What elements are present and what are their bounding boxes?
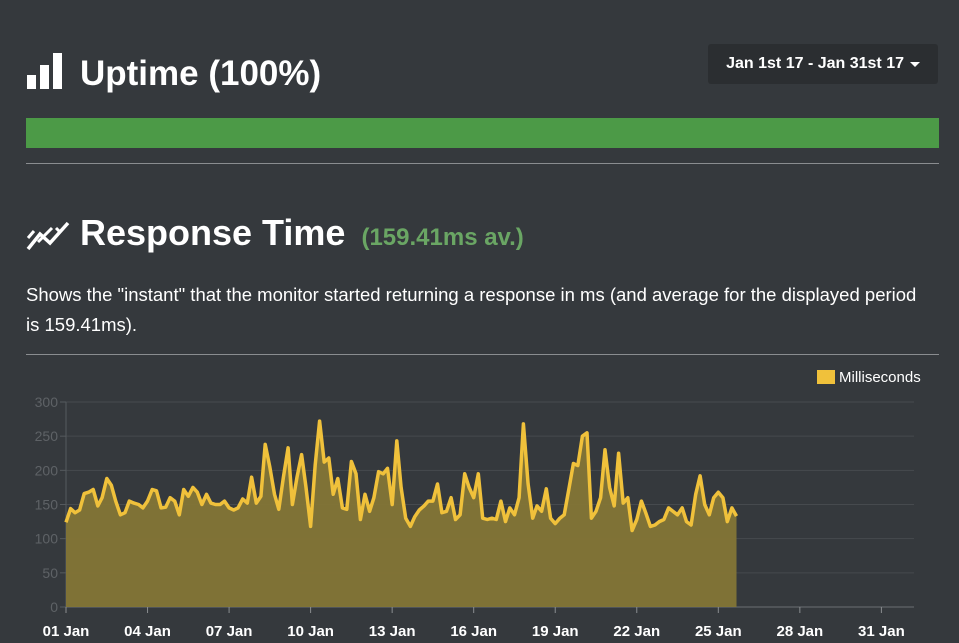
- y-tick-label: 100: [35, 531, 59, 547]
- x-tick-label: 13 Jan: [369, 623, 416, 640]
- x-tick-label: 22 Jan: [613, 623, 660, 640]
- section-divider: [26, 163, 939, 164]
- y-axis: 0 50 100 150 200 250 300: [35, 394, 67, 615]
- date-range-dropdown[interactable]: Jan 1st 17 - Jan 31st 17: [708, 44, 938, 84]
- chart-divider: [26, 354, 939, 355]
- x-tick-label: 28 Jan: [776, 623, 823, 640]
- series-area: [66, 421, 737, 607]
- response-time-chart: 0 50 100 150 200 250 300 01 Jan 04 Jan 07 Jan 10 …: [35, 369, 921, 640]
- x-tick-label: 31 Jan: [858, 623, 905, 640]
- uptime-title: Uptime (100%): [80, 54, 322, 93]
- x-tick-label: 01 Jan: [43, 623, 90, 640]
- y-tick-label: 150: [35, 497, 59, 513]
- x-tick-label: 04 Jan: [124, 623, 171, 640]
- series-line: [64, 419, 739, 533]
- response-time-description: Shows the "instant" that the monitor sta…: [26, 284, 917, 335]
- trend-line-icon: [26, 221, 70, 251]
- legend-swatch: [817, 370, 835, 384]
- y-tick-label: 200: [35, 462, 59, 478]
- response-time-title: Response Time: [80, 212, 346, 253]
- y-tick-label: 50: [42, 565, 58, 581]
- uptime-header: Uptime (100%) Jan 1st 17 - Jan 31st 17: [26, 44, 938, 102]
- x-tick-label: 25 Jan: [695, 623, 742, 640]
- x-axis: 01 Jan 04 Jan 07 Jan 10 Jan 13 Jan 16 Jan 19 J…: [43, 606, 914, 640]
- caret-down-icon: [910, 61, 920, 67]
- x-tick-label: 10 Jan: [287, 623, 334, 640]
- x-tick-label: 16 Jan: [450, 623, 497, 640]
- y-tick-label: 300: [35, 394, 59, 410]
- response-time-average: (159.41ms av.): [361, 224, 524, 251]
- uptime-progress-fill: [26, 118, 939, 148]
- x-tick-label: 19 Jan: [532, 623, 579, 640]
- y-tick-label: 250: [35, 428, 59, 444]
- y-tick-label: 0: [50, 599, 58, 615]
- uptime-progress-bar: [26, 118, 939, 148]
- response-time-header: Response Time (159.41ms av.): [26, 208, 939, 260]
- chart-legend: Milliseconds: [817, 369, 921, 386]
- x-tick-label: 07 Jan: [206, 623, 253, 640]
- bar-chart-icon: [27, 53, 62, 89]
- legend-label: Milliseconds: [839, 369, 921, 386]
- date-range-label: Jan 1st 17 - Jan 31st 17: [726, 55, 904, 72]
